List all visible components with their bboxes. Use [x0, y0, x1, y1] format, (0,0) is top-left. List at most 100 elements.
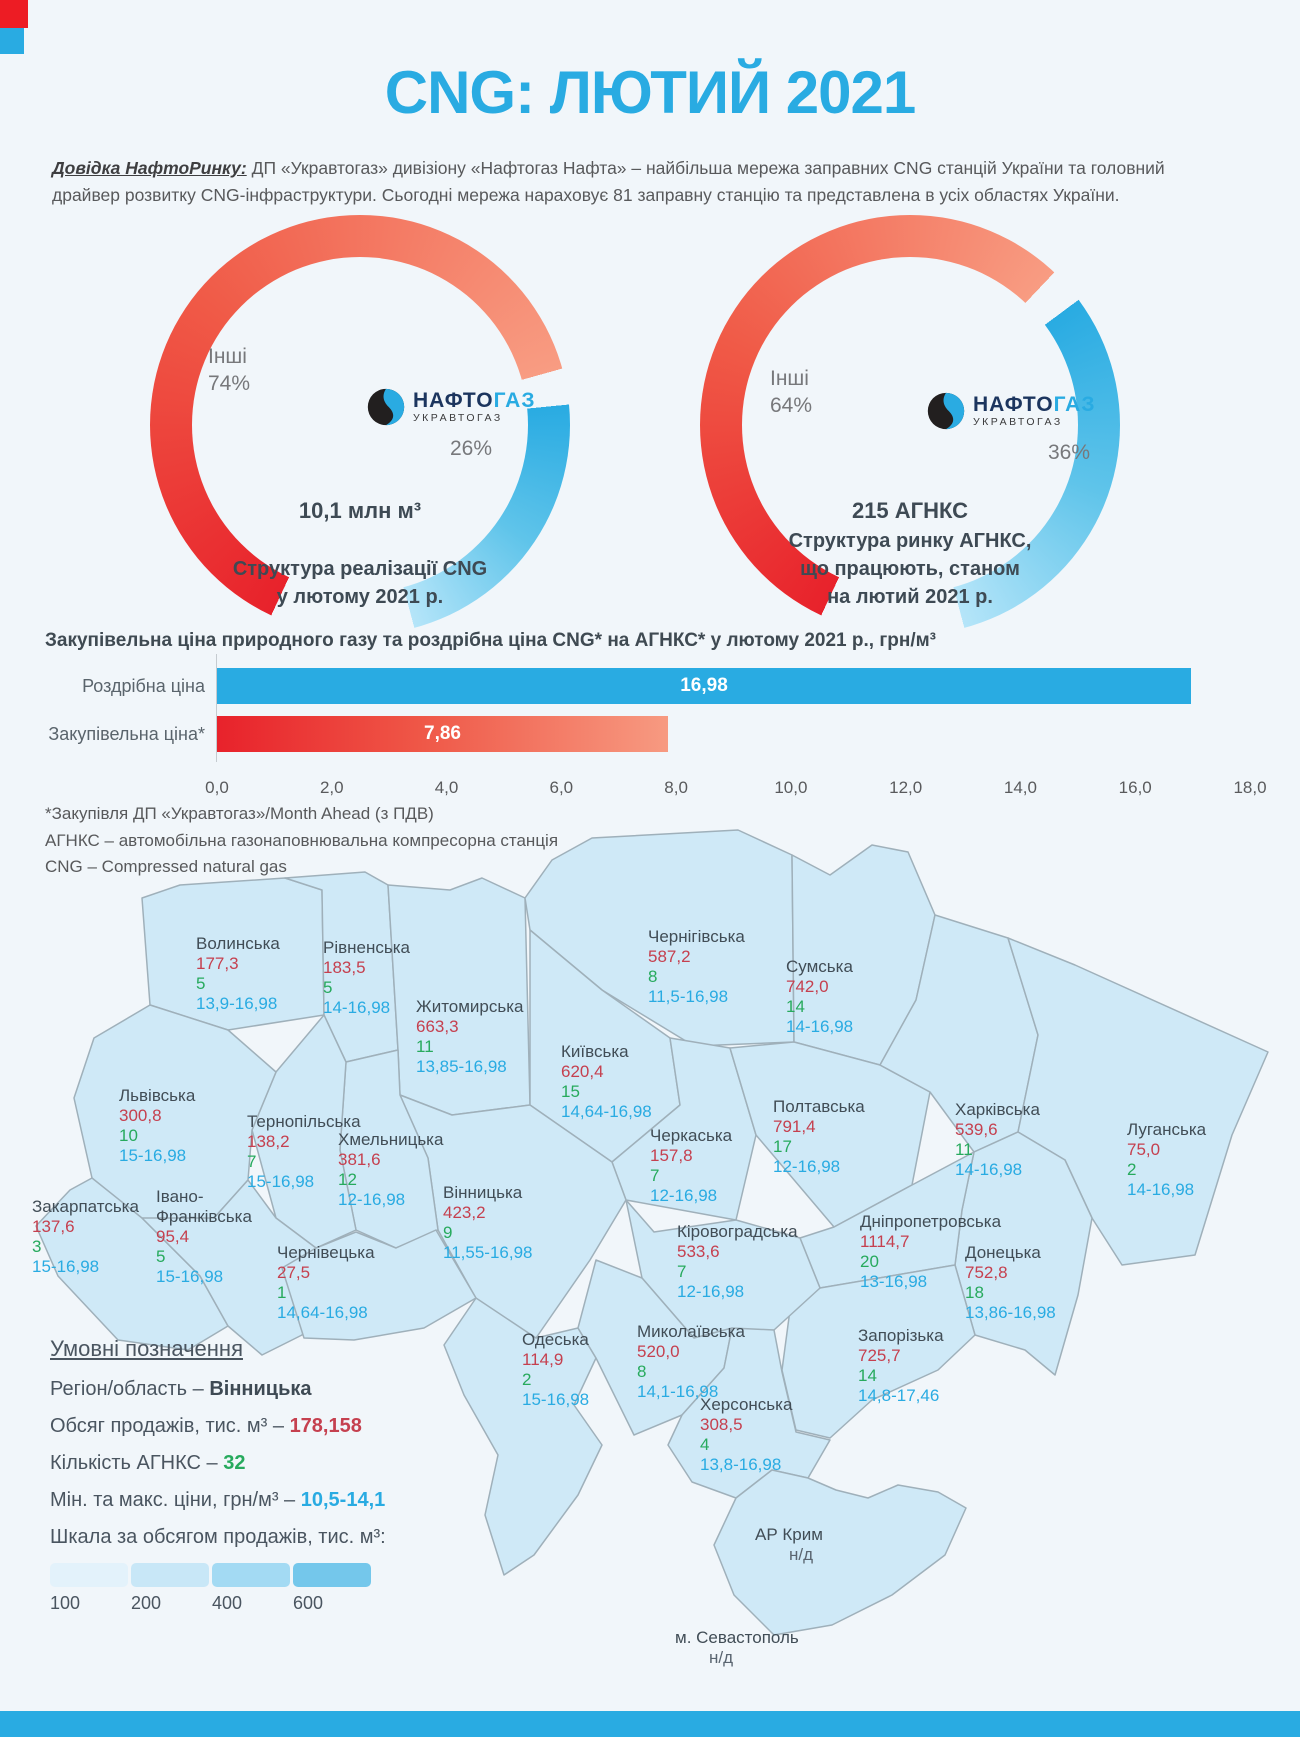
- region-sales-volume: 742,0: [786, 977, 829, 996]
- intro-paragraph: Довідка НафтоРинку: ДП «Укравтогаз» диві…: [52, 155, 1222, 209]
- region-station-count: 8: [637, 1362, 647, 1381]
- region-station-count: 11: [955, 1140, 973, 1159]
- bar-chart-title: Закупівельна ціна природного газу та роз…: [45, 630, 936, 651]
- region-name: Полтавська: [773, 1097, 865, 1116]
- x-axis-tick: 0,0: [205, 778, 229, 797]
- donut-others-segment-label: Інші 74%: [208, 343, 250, 397]
- region-shape-zaporizhzhia: [781, 1264, 976, 1439]
- region-price-range: 15-16,98: [32, 1257, 100, 1276]
- region-sales-volume: 587,2: [648, 947, 691, 966]
- region-station-count: 9: [443, 1223, 453, 1242]
- footnote-cng: CNG – Compressed natural gas: [45, 857, 287, 876]
- scale-segment-value: 400: [212, 1593, 243, 1613]
- legend-stations-item: Кількість АГНКС – 32: [50, 1452, 246, 1474]
- region-sales-volume: 177,3: [196, 954, 239, 973]
- scale-segment: 200: [131, 1563, 209, 1614]
- region-name: Одеська: [522, 1330, 589, 1349]
- region-shape-kherson: [667, 1327, 831, 1499]
- region-name: АР Крим: [755, 1525, 823, 1544]
- region-sales-volume: 620,4: [561, 1062, 604, 1081]
- map-region-label-myk: Миколаївська 520,0 8 14,1-16,98: [637, 1322, 745, 1402]
- map-region-label-kha: Харківська 539,6 11 14-16,98: [955, 1100, 1040, 1180]
- scale-segment: 400: [212, 1563, 290, 1614]
- region-station-count: 2: [522, 1370, 532, 1389]
- region-sales-volume: 381,6: [338, 1150, 381, 1169]
- region-shape-zakarpattia: [35, 1177, 229, 1351]
- region-sales-volume: 663,3: [416, 1017, 459, 1036]
- region-price-range: 15-16,98: [156, 1267, 224, 1286]
- donut-ring-cng-sales: [150, 215, 570, 635]
- region-price-range: 14,64-16,98: [561, 1102, 652, 1121]
- bar-category-retail: Роздрібна ціна: [82, 676, 205, 696]
- x-axis-tick: 6,0: [549, 778, 574, 797]
- page-title: CNG: ЛЮТИЙ 2021: [384, 59, 917, 126]
- region-name: Дніпропетровська: [860, 1212, 1002, 1231]
- map-legend: Умовні позначення Регіон/область – Вінни…: [50, 1336, 410, 1614]
- scale-segment-color: [131, 1563, 209, 1587]
- region-name: Запорізька: [858, 1326, 944, 1345]
- region-sales-volume: 539,6: [955, 1120, 998, 1139]
- region-station-count: 1: [277, 1283, 287, 1302]
- scale-segment-color: [50, 1563, 128, 1587]
- legend-region-value: Вінницька: [209, 1378, 312, 1400]
- scale-segment-value: 100: [50, 1593, 81, 1613]
- region-name: Хмельницька: [338, 1130, 444, 1149]
- legend-price-value: 10,5-14,1: [300, 1489, 386, 1511]
- region-shape-luhansk: [1007, 937, 1269, 1266]
- region-price-range: 11,5-16,98: [648, 987, 729, 1006]
- scale-segment: 600: [293, 1563, 371, 1614]
- region-price-range: 14-16,98: [786, 1017, 854, 1036]
- others-label: Інші: [770, 367, 809, 390]
- ukraine-map: Волинська 177,3 5 13,9-16,98 Рівненська 183,5…: [30, 790, 1270, 1690]
- region-price-range: 13-16,98: [860, 1272, 928, 1291]
- others-percent: 64%: [770, 394, 813, 417]
- region-price-range: 12-16,98: [773, 1157, 841, 1176]
- map-region-label-sev: м. Севастополь н/д: [675, 1628, 799, 1668]
- region-name: Львівська: [119, 1086, 196, 1105]
- donut-ring-agnks-market: [700, 215, 1120, 635]
- donut-others-segment-label: Інші 64%: [770, 365, 812, 419]
- region-price-range: 12-16,98: [338, 1190, 406, 1209]
- donut-caption: Структура ринку АГНКС, що працюють, стан…: [788, 530, 1032, 608]
- others-label: Інші: [208, 345, 247, 368]
- region-shape-poltava: [729, 1041, 931, 1228]
- region-name: Харківська: [955, 1100, 1040, 1119]
- map-region-label-vin: Вінницька 423,2 9 11,55-16,98: [443, 1183, 532, 1263]
- ukraine-map-svg: [35, 829, 1269, 1636]
- region-price-range: 15-16,98: [522, 1390, 590, 1409]
- region-name: Херсонська: [700, 1395, 793, 1414]
- region-price-range: 14-16,98: [955, 1160, 1023, 1179]
- region-station-count: 8: [648, 967, 658, 986]
- scale-segment: 100: [50, 1563, 128, 1614]
- region-name: Київська: [561, 1042, 629, 1061]
- map-region-label-che: Черкаська 157,8 7 12-16,98: [650, 1126, 732, 1206]
- bar-retail-price: 16,98: [217, 668, 1191, 704]
- region-price-range: 14,1-16,98: [637, 1382, 719, 1401]
- map-region-label-kir: Кіровоградська 533,6 7 12-16,98: [677, 1222, 798, 1302]
- map-region-label-kyi: Київська 620,4 15 14,64-16,98: [561, 1042, 652, 1122]
- x-axis-tick: 12,0: [889, 778, 923, 797]
- x-axis-tick: 8,0: [664, 778, 688, 797]
- logo-main: НАФТО: [973, 392, 1054, 416]
- legend-title: Умовні позначення: [50, 1336, 243, 1361]
- logo-accent: ГАЗ: [493, 388, 536, 412]
- region-station-count: 18: [965, 1283, 984, 1302]
- region-sales-volume: 138,2: [247, 1132, 290, 1151]
- scale-segment-value: 200: [131, 1593, 162, 1613]
- bar-category-purchase: Закупівельна ціна*: [48, 724, 205, 744]
- legend-volume-value: 178,158: [289, 1415, 362, 1437]
- naftogaz-logo-text: НАФТОГАЗ УКРАВТОГАЗ: [413, 388, 536, 424]
- logo-main: НАФТО: [413, 388, 494, 412]
- region-price-range: 13,85-16,98: [416, 1057, 507, 1076]
- region-station-count: 11: [416, 1037, 434, 1056]
- map-region-label-lvi: Львівська 300,8 10 15-16,98: [119, 1086, 195, 1166]
- footnote-purchase: *Закупівля ДП «Укравтогаз»/Month Ahead (…: [45, 804, 434, 823]
- x-axis-ticks: 0,0 2,0 4,0 6,0 8,0 10,0 12,0 14,0 16,0 18,0: [0, 778, 1300, 800]
- region-name: м. Севастополь: [675, 1628, 799, 1647]
- map-region-label-ter: Тернопільська 138,2 7 15-16,98: [247, 1112, 361, 1192]
- region-station-count: 12: [338, 1170, 357, 1189]
- logo-accent: ГАЗ: [1053, 392, 1096, 416]
- region-price-range: 12-16,98: [650, 1186, 718, 1205]
- volume-scale-bar: 100 200 400 600: [50, 1563, 410, 1614]
- region-sales-volume: 791,4: [773, 1117, 816, 1136]
